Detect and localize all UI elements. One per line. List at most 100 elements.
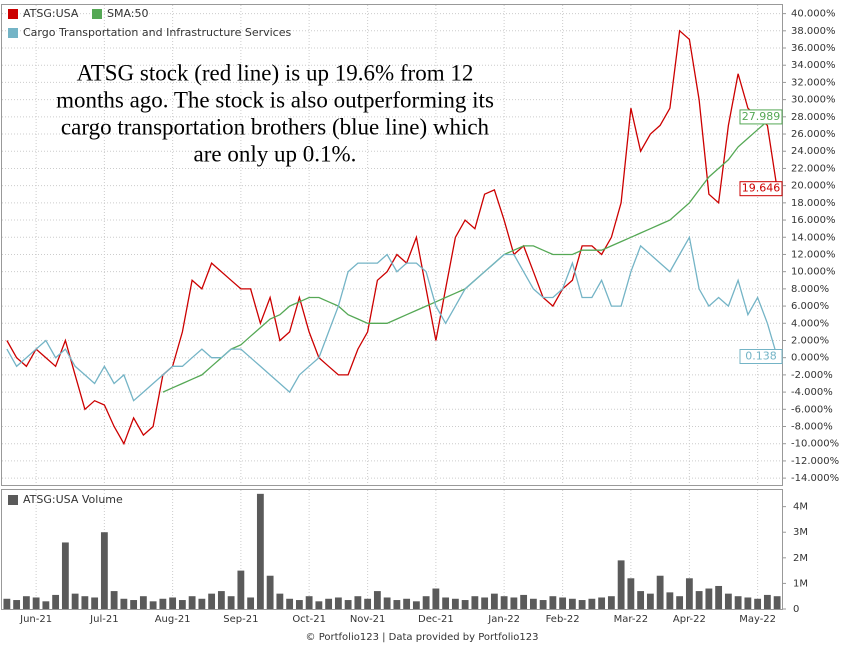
volume-bar: [500, 596, 508, 609]
y-tick-label: 24.000%: [791, 146, 836, 157]
volume-bar: [422, 596, 430, 609]
volume-bar: [744, 597, 752, 609]
volume-panel: [1, 489, 783, 610]
y-tick-label: 18.000%: [791, 198, 836, 209]
x-tick-label: Nov-21: [350, 614, 386, 625]
y-tick-label: 10.000%: [791, 267, 836, 278]
volume-bar: [295, 600, 303, 609]
volume-bar: [676, 596, 684, 609]
volume-bar: [607, 596, 615, 609]
volume-bar: [208, 593, 216, 609]
volume-bar: [705, 588, 713, 609]
y-tick-label: -12.000%: [791, 456, 839, 467]
volume-bar: [666, 592, 674, 609]
x-tick-label: Jul-21: [89, 614, 118, 625]
y-tick-label: 22.000%: [791, 163, 836, 174]
volume-bar: [734, 596, 742, 609]
x-tick-label: Apr-22: [673, 614, 706, 625]
volume-bar: [315, 601, 323, 609]
series-line: [6, 235, 778, 402]
volume-bar: [217, 591, 225, 609]
last-value-label: 19.646: [742, 182, 781, 195]
volume-bar: [42, 601, 50, 609]
legend-label: ATSG:USA: [23, 7, 79, 20]
volume-bar: [286, 598, 294, 609]
last-value-tag: [739, 181, 783, 197]
y-tick-label: 0.000%: [791, 353, 829, 364]
x-tick-label: Aug-21: [155, 614, 191, 625]
volume-bar: [81, 596, 89, 609]
y-tick-label: -2.000%: [791, 370, 833, 381]
y-tick-label: 32.000%: [791, 77, 836, 88]
volume-bar: [237, 570, 245, 609]
volume-bar: [471, 596, 479, 609]
y-tick-label: 16.000%: [791, 215, 836, 226]
legend-label: Cargo Transportation and Infrastructure …: [23, 26, 291, 39]
volume-bar: [578, 600, 586, 609]
volume-bar: [685, 578, 693, 609]
volume-bar: [617, 560, 625, 609]
volume-bar: [169, 597, 177, 609]
volume-bar: [334, 597, 342, 609]
volume-bar: [52, 594, 60, 609]
legend-label: SMA:50: [107, 7, 149, 20]
volume-bar: [91, 597, 99, 609]
volume-bar: [403, 598, 411, 609]
y-tick-label: 4.000%: [791, 318, 829, 329]
volume-bar: [568, 598, 576, 609]
volume-bar: [520, 594, 528, 609]
volume-bar: [461, 600, 469, 609]
y-tick-label: 30.000%: [791, 95, 836, 106]
y-tick-label: 3M: [793, 527, 808, 538]
volume-bar: [344, 600, 352, 609]
footer: © Portfolio123 | Data provided by Portfo…: [306, 632, 539, 643]
volume-bar: [754, 598, 762, 609]
volume-bar: [22, 596, 30, 609]
volume-bar: [373, 591, 381, 609]
y-tick-label: -10.000%: [791, 439, 839, 450]
volume-bar: [354, 596, 362, 609]
y-tick-label: 12.000%: [791, 249, 836, 260]
y-tick-label: 1M: [793, 578, 808, 589]
volume-bar: [71, 593, 79, 609]
volume-bar: [490, 593, 498, 609]
y-tick-label: 2M: [793, 553, 808, 564]
volume-bar: [32, 597, 40, 609]
volume-bar: [637, 591, 645, 609]
annotation: months ago. The stock is also outperform…: [56, 87, 494, 112]
volume-bar: [61, 542, 69, 609]
volume-bar: [646, 593, 654, 609]
last-value-label: 0.138: [745, 350, 777, 363]
annotation: cargo transportation brothers (blue line…: [61, 114, 490, 139]
volume-bar: [159, 598, 167, 609]
volume-bar: [715, 585, 723, 609]
volume-bar: [139, 596, 147, 609]
legend-swatch: [92, 9, 102, 19]
volume-bar: [598, 597, 606, 609]
volume-bar: [442, 597, 450, 609]
volume-bar: [276, 593, 284, 609]
volume-bar: [549, 596, 557, 609]
volume-bar: [256, 493, 264, 609]
volume-bar: [559, 597, 567, 609]
x-tick-label: Feb-22: [546, 614, 580, 625]
last-value-label: 27.989: [742, 110, 781, 123]
volume-bar: [510, 597, 518, 609]
y-tick-label: -14.000%: [791, 473, 839, 484]
last-value-tag: [739, 349, 783, 365]
y-tick-label: 20.000%: [791, 181, 836, 192]
volume-bar: [432, 588, 440, 609]
y-tick-label: -4.000%: [791, 387, 833, 398]
legend-swatch: [8, 495, 18, 505]
y-tick-label: 34.000%: [791, 60, 836, 71]
x-tick-label: Mar-22: [614, 614, 649, 625]
volume-bar: [588, 598, 596, 609]
legend-swatch: [8, 28, 18, 38]
y-tick-label: 40.000%: [791, 9, 836, 20]
volume-bar: [383, 597, 391, 609]
volume-bar: [100, 532, 108, 609]
volume-bar: [178, 600, 186, 609]
annotation: ATSG stock (red line) is up 19.6% from 1…: [77, 60, 474, 85]
x-tick-label: Jun-21: [19, 614, 52, 625]
